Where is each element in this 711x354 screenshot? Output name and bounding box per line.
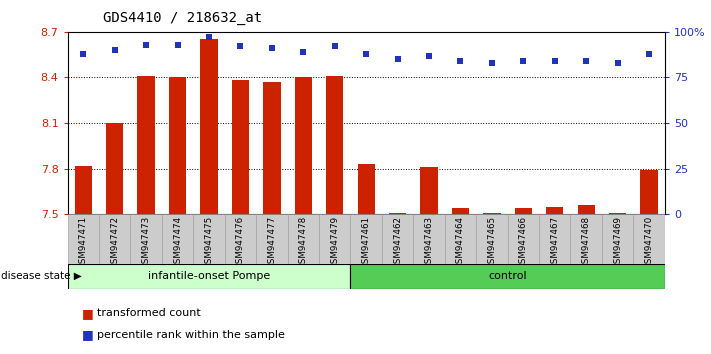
Bar: [577, 205, 595, 214]
Bar: [68, 214, 99, 264]
Bar: [351, 214, 382, 264]
Bar: [546, 207, 563, 214]
Point: [455, 58, 466, 64]
Bar: [99, 214, 130, 264]
Text: ■: ■: [82, 307, 94, 320]
Bar: [413, 214, 445, 264]
Text: GSM947467: GSM947467: [550, 216, 560, 269]
Bar: [483, 213, 501, 214]
Bar: [515, 208, 532, 214]
Text: infantile-onset Pompe: infantile-onset Pompe: [148, 271, 270, 281]
Bar: [263, 82, 281, 214]
Bar: [225, 214, 256, 264]
Bar: [106, 123, 123, 214]
Bar: [326, 76, 343, 214]
Text: GSM947464: GSM947464: [456, 216, 465, 269]
Bar: [287, 214, 319, 264]
Point: [266, 45, 277, 51]
Text: ■: ■: [82, 328, 94, 341]
Bar: [602, 214, 634, 264]
Text: GSM947469: GSM947469: [613, 216, 622, 269]
Text: GSM947478: GSM947478: [299, 216, 308, 269]
Text: GSM947475: GSM947475: [205, 216, 213, 269]
Bar: [232, 80, 249, 214]
Text: GSM947468: GSM947468: [582, 216, 591, 269]
Text: GSM947479: GSM947479: [330, 216, 339, 269]
Point: [298, 49, 309, 55]
Point: [392, 56, 403, 62]
Point: [549, 58, 560, 64]
Bar: [358, 164, 375, 214]
Bar: [420, 167, 438, 214]
Bar: [609, 213, 626, 214]
Bar: [137, 76, 155, 214]
Point: [172, 42, 183, 47]
Text: GSM947474: GSM947474: [173, 216, 182, 269]
Point: [486, 60, 498, 66]
Bar: [68, 264, 351, 289]
Bar: [508, 214, 539, 264]
Bar: [351, 264, 665, 289]
Bar: [169, 78, 186, 214]
Bar: [451, 208, 469, 214]
Bar: [539, 214, 570, 264]
Bar: [634, 214, 665, 264]
Text: GSM947476: GSM947476: [236, 216, 245, 269]
Text: GSM947477: GSM947477: [267, 216, 277, 269]
Point: [643, 51, 655, 57]
Text: GSM947470: GSM947470: [645, 216, 653, 269]
Text: GSM947462: GSM947462: [393, 216, 402, 269]
Bar: [162, 214, 193, 264]
Text: transformed count: transformed count: [97, 308, 201, 318]
Text: percentile rank within the sample: percentile rank within the sample: [97, 330, 285, 339]
Point: [329, 44, 341, 49]
Point: [612, 60, 624, 66]
Point: [109, 47, 120, 53]
Text: GSM947472: GSM947472: [110, 216, 119, 269]
Bar: [389, 213, 406, 214]
Text: control: control: [488, 271, 527, 281]
Text: GSM947465: GSM947465: [488, 216, 496, 269]
Point: [235, 44, 246, 49]
Bar: [382, 214, 413, 264]
Bar: [130, 214, 162, 264]
Bar: [476, 214, 508, 264]
Text: GSM947466: GSM947466: [519, 216, 528, 269]
Bar: [294, 78, 312, 214]
Bar: [570, 214, 602, 264]
Point: [203, 34, 215, 40]
Text: GSM947473: GSM947473: [141, 216, 151, 269]
Point: [360, 51, 372, 57]
Point: [518, 58, 529, 64]
Point: [141, 42, 152, 47]
Text: disease state ▶: disease state ▶: [1, 271, 82, 281]
Bar: [201, 39, 218, 214]
Text: GSM947461: GSM947461: [362, 216, 370, 269]
Bar: [193, 214, 225, 264]
Point: [423, 53, 434, 58]
Text: GSM947471: GSM947471: [79, 216, 87, 269]
Bar: [75, 166, 92, 214]
Bar: [319, 214, 351, 264]
Text: GSM947463: GSM947463: [424, 216, 434, 269]
Point: [77, 51, 89, 57]
Bar: [256, 214, 287, 264]
Point: [580, 58, 592, 64]
Text: GDS4410 / 218632_at: GDS4410 / 218632_at: [103, 11, 262, 25]
Bar: [641, 170, 658, 214]
Bar: [445, 214, 476, 264]
